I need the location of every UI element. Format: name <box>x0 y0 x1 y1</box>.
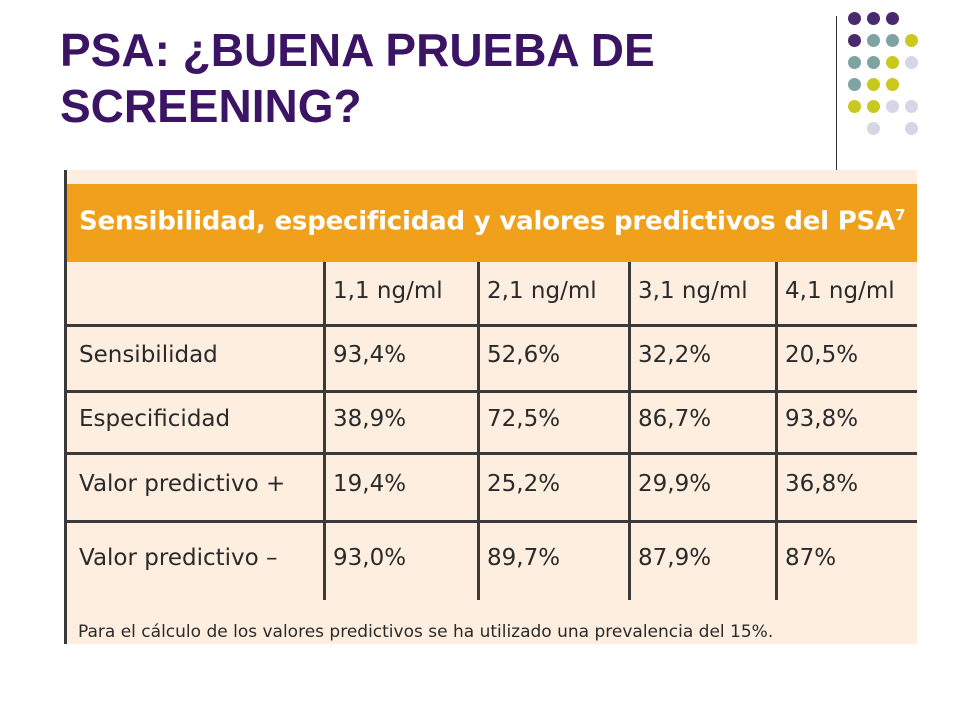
table-cell: 93,0% <box>333 545 407 571</box>
decorative-dot <box>905 56 918 69</box>
table-cell: 86,7% <box>638 406 712 432</box>
table-header-label: Sensibilidad, especificidad y valores pr… <box>79 206 895 237</box>
decorative-dot <box>848 100 861 113</box>
grid-row-line <box>67 520 917 523</box>
slide-title: PSA: ¿BUENA PRUEBA DE SCREENING? <box>60 22 820 134</box>
decorative-dot <box>848 12 861 25</box>
decorative-dot <box>867 56 880 69</box>
decorative-dot-grid <box>848 12 958 162</box>
table-cell: 72,5% <box>487 406 561 432</box>
decorative-dot <box>905 122 918 135</box>
table-cell: 87,9% <box>638 545 712 571</box>
table-footnote: Para el cálculo de los valores predictiv… <box>78 622 774 642</box>
grid-column-line <box>628 262 631 600</box>
grid-row-line <box>67 452 917 455</box>
decorative-dot <box>886 100 899 113</box>
table-header-superscript: 7 <box>895 206 906 224</box>
decorative-dot <box>886 78 899 91</box>
table-cell: 32,2% <box>638 342 712 368</box>
decorative-dot <box>867 34 880 47</box>
decorative-dot <box>867 100 880 113</box>
slide-title-line-2: SCREENING? <box>60 80 362 132</box>
decorative-dot <box>905 34 918 47</box>
decorative-dot <box>905 100 918 113</box>
table-cell: 93,8% <box>785 406 859 432</box>
decorative-dot <box>867 122 880 135</box>
decorative-dot <box>848 56 861 69</box>
column-header: 1,1 ng/ml <box>333 278 443 304</box>
decorative-dot <box>848 78 861 91</box>
row-label: Especificidad <box>79 406 231 432</box>
table-header-title: Sensibilidad, especificidad y valores pr… <box>79 206 905 237</box>
grid-column-line <box>775 262 778 600</box>
grid-column-line <box>477 262 480 600</box>
title-divider <box>836 16 837 172</box>
table-cell: 87% <box>785 545 837 571</box>
column-header: 3,1 ng/ml <box>638 278 748 304</box>
table-cell: 19,4% <box>333 471 407 497</box>
table-cell: 38,9% <box>333 406 407 432</box>
table-cell: 93,4% <box>333 342 407 368</box>
decorative-dot <box>867 78 880 91</box>
table-cell: 29,9% <box>638 471 712 497</box>
grid-row-line <box>67 390 917 393</box>
row-label: Valor predictivo – <box>79 545 278 571</box>
grid-row-line <box>67 324 917 327</box>
table-cell: 25,2% <box>487 471 561 497</box>
table-cell: 36,8% <box>785 471 859 497</box>
column-header: 4,1 ng/ml <box>785 278 895 304</box>
decorative-dot <box>848 34 861 47</box>
slide-title-line-1: PSA: ¿BUENA PRUEBA DE <box>60 24 655 76</box>
psa-table: Sensibilidad, especificidad y valores pr… <box>64 170 917 644</box>
decorative-dot <box>886 12 899 25</box>
row-label: Sensibilidad <box>79 342 218 368</box>
table-header-bar: Sensibilidad, especificidad y valores pr… <box>67 184 917 262</box>
table-cell: 52,6% <box>487 342 561 368</box>
decorative-dot <box>886 56 899 69</box>
table-cell: 89,7% <box>487 545 561 571</box>
row-label: Valor predictivo + <box>79 471 286 497</box>
column-header: 2,1 ng/ml <box>487 278 597 304</box>
decorative-dot <box>867 12 880 25</box>
grid-column-line <box>323 262 326 600</box>
decorative-dot <box>886 34 899 47</box>
table-cell: 20,5% <box>785 342 859 368</box>
